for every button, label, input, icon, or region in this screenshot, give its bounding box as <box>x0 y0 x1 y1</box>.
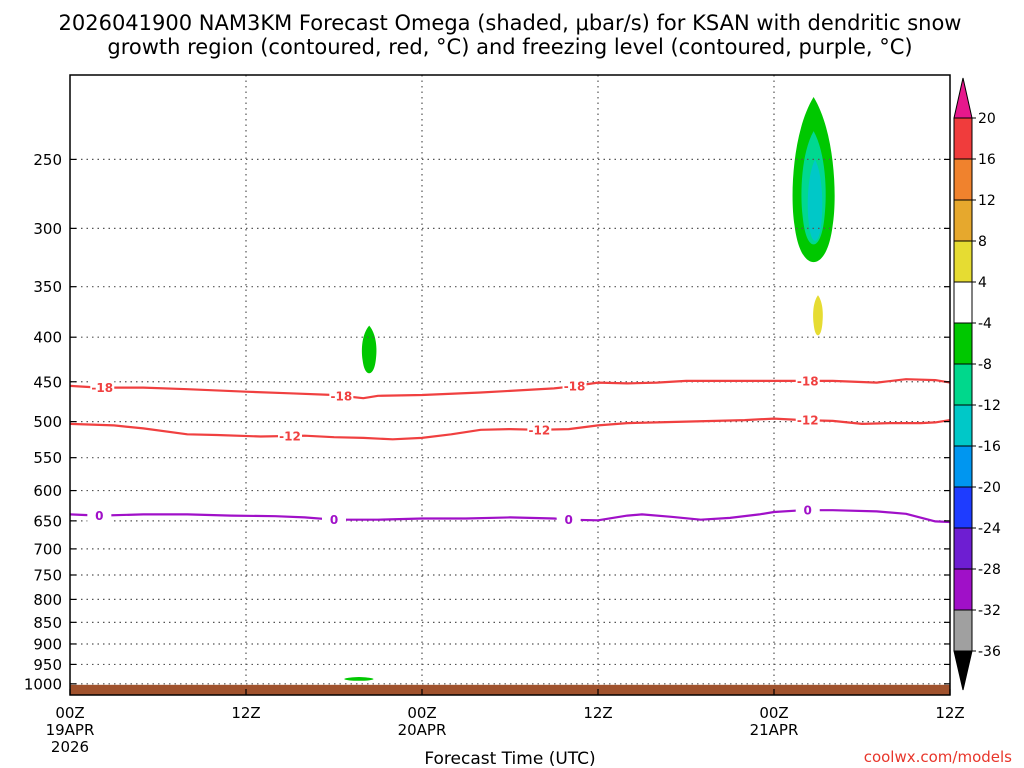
y-tick-label: 650 <box>33 512 62 530</box>
colorbar-swatch <box>953 445 973 488</box>
contour-label-bg <box>90 380 115 395</box>
contour-label-bg <box>278 428 302 443</box>
x-tick-label: 00Z <box>55 704 84 722</box>
contour-label: -12 <box>797 414 819 428</box>
contour-label-bg <box>795 373 820 388</box>
contour-label: 0 <box>330 513 338 527</box>
contour-label-bg <box>795 503 820 518</box>
contour-label-bg <box>556 512 581 527</box>
contour-label: -18 <box>91 381 113 395</box>
contour-label-bg <box>795 413 820 428</box>
ground-fill <box>70 684 950 695</box>
colorbar-swatch <box>953 486 973 529</box>
colorbar-label: -36 <box>978 644 1001 660</box>
y-tick-label: 450 <box>33 373 62 391</box>
colorbar-swatch <box>953 158 973 201</box>
y-tick-label: 250 <box>33 151 62 169</box>
contour-label: -12 <box>279 429 301 443</box>
y-tick-label: 350 <box>33 278 62 296</box>
colorbar-swatch <box>953 199 973 242</box>
x-tick-label: 2026 <box>51 738 89 756</box>
x-tick-label: 12Z <box>231 704 260 722</box>
ground-surface <box>70 684 950 695</box>
y-tick-label: 750 <box>33 566 62 584</box>
plot-border <box>69 74 951 696</box>
x-tick-label: 20APR <box>398 721 447 739</box>
colorbar-label: -32 <box>978 603 1001 619</box>
colorbar-label: -20 <box>978 480 1001 496</box>
y-tick-label: 500 <box>33 413 62 431</box>
colorbar-label: 16 <box>978 152 996 168</box>
colorbar-swatch <box>953 117 973 160</box>
contour-label: 0 <box>804 504 812 518</box>
y-tick-label: 300 <box>33 220 62 238</box>
y-tick-label: 1000 <box>24 675 62 693</box>
y-tick-label: 800 <box>33 591 62 609</box>
y-tick-label: 950 <box>33 656 62 674</box>
colorbar-swatch <box>953 363 973 406</box>
colorbar-label: -4 <box>978 316 992 332</box>
credit-text[interactable]: coolwx.com/models <box>864 748 1012 766</box>
omega-shade-region-3 <box>813 295 823 336</box>
omega-shade-region-2 <box>807 159 823 241</box>
y-tick-label: 850 <box>33 614 62 632</box>
x-tick-label: 12Z <box>583 704 612 722</box>
x-axis-label: Forecast Time (UTC) <box>424 749 595 768</box>
colorbar-label: -28 <box>978 562 1001 578</box>
colorbar-swatch <box>953 527 973 570</box>
colorbar-bottom-arrow <box>953 650 973 691</box>
colorbar-swatch <box>953 322 973 365</box>
contour-label: 0 <box>564 513 572 527</box>
contour-label-bg <box>527 422 552 437</box>
x-tick-label: 00Z <box>407 704 436 722</box>
colorbar-swatch <box>953 404 973 447</box>
contour-label-bg <box>329 388 354 403</box>
colorbar-top-arrow <box>953 77 973 119</box>
contour-label: -18 <box>330 389 352 403</box>
contour-line-minus12 <box>69 417 951 441</box>
colorbar-label: -16 <box>978 439 1001 455</box>
y-tick-label: 550 <box>33 449 62 467</box>
x-tick-label: 12Z <box>935 704 964 722</box>
contour-label-bg <box>562 378 587 393</box>
contour-label: -18 <box>564 379 586 393</box>
grid-lines <box>70 75 950 695</box>
colorbar-label: 4 <box>978 275 987 291</box>
chart-title-line1: 2026041900 NAM3KM Forecast Omega (shaded… <box>59 11 962 35</box>
colorbar-label: 12 <box>978 193 996 209</box>
x-tick-label: 19APR <box>46 721 95 739</box>
colorbar-swatch <box>953 568 973 611</box>
colorbar-label: -24 <box>978 521 1001 537</box>
chart-title-line2: growth region (contoured, red, °C) and f… <box>107 35 912 59</box>
colorbar-label: -8 <box>978 357 992 373</box>
plot-frame <box>69 74 951 696</box>
y-tick-label: 700 <box>33 540 62 558</box>
colorbar-swatch <box>953 240 973 283</box>
contour-label: 0 <box>95 509 103 523</box>
omega-shade-region-5 <box>344 676 374 681</box>
x-tick-label: 00Z <box>759 704 788 722</box>
y-tick-label: 600 <box>33 482 62 500</box>
x-tick-label: 21APR <box>750 721 799 739</box>
contour-label: -18 <box>797 374 819 388</box>
y-tick-label: 400 <box>33 329 62 347</box>
colorbar-label: 20 <box>978 111 996 127</box>
colorbar: 20 16 12 8 4 -4 -8 -12 -16 -20 -24 -28 -32 -36 <box>953 77 1001 691</box>
colorbar-swatch <box>953 609 973 652</box>
colorbar-label: -12 <box>978 398 1001 414</box>
colorbar-label: 8 <box>978 234 987 250</box>
colorbar-swatch <box>953 281 973 324</box>
contour-lines: -18 -18 -18 -18 -12 -12 -12 0 0 0 0 <box>69 373 951 527</box>
contour-label: -12 <box>528 423 550 437</box>
y-tick-label: 900 <box>33 635 62 653</box>
contour-label-bg <box>322 512 346 527</box>
contour-label-bg <box>87 508 112 523</box>
y-axis-ticks: 250 300 350 400 450 500 550 600 650 700 750 800 850 9… <box>24 151 950 693</box>
